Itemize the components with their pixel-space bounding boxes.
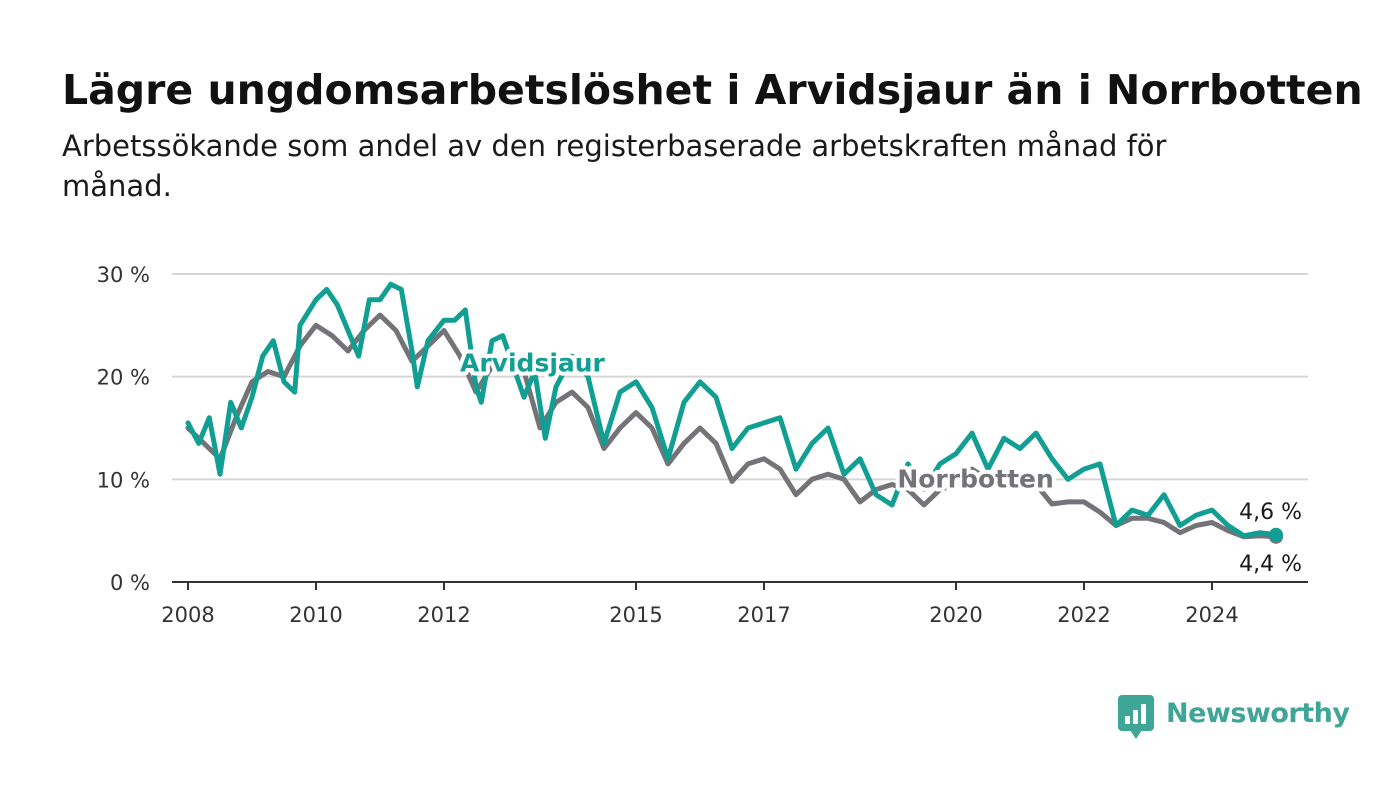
newsworthy-logo: Newsworthy	[1118, 690, 1350, 739]
grid-lines	[172, 273, 1308, 481]
x-tick-label: 2008	[161, 603, 214, 627]
x-tick-label: 2024	[1185, 603, 1238, 627]
x-tick-label: 2010	[289, 603, 342, 627]
y-tick-label: 0 %	[110, 571, 150, 595]
line-chart: 0 % 10 % 20 % 30 % 2008 2010 2012 2015 2017 2020 2…	[97, 263, 1308, 627]
series-label-halo: Arvidsjaur	[460, 349, 606, 378]
y-tick-label: 10 %	[97, 468, 150, 492]
series-line-arvidsjaur	[185, 281, 1279, 539]
series-lines	[185, 281, 1283, 544]
x-tick-label: 2017	[737, 603, 790, 627]
series-end-point-arvidsjaur	[1269, 527, 1283, 542]
series-labels: NorrbottenNorrbottenArvidsjaurArvidsjaur…	[456, 345, 1302, 577]
series-label-halo: Norrbotten	[897, 465, 1053, 494]
series-label-arvidsjaur: Arvidsjaur	[460, 349, 606, 378]
chart-title: Lägre ungdomsarbetslöshet i Arvidsjaur ä…	[62, 66, 1363, 114]
x-tick-label: 2022	[1057, 603, 1110, 627]
axes: 0 % 10 % 20 % 30 % 2008 2010 2012 2015 2017 2020 2…	[97, 263, 1308, 627]
x-tick-label: 2012	[417, 603, 470, 627]
chart-subtitle: Arbetssökande som andel av den registerb…	[62, 129, 1167, 203]
end-label-norrbotten: 4,4 %	[1239, 552, 1302, 577]
y-tick-label: 20 %	[97, 366, 150, 390]
end-label-arvidsjaur: 4,6 %	[1239, 500, 1302, 525]
x-tick-label: 2015	[609, 603, 662, 627]
y-tick-label: 30 %	[97, 263, 150, 287]
series-label-norrbotten: Norrbotten	[897, 465, 1053, 494]
bar-chart-icon	[1118, 695, 1154, 739]
x-tick-label: 2020	[929, 603, 982, 627]
series-line-norrbotten	[185, 312, 1279, 540]
brand-name: Newsworthy	[1166, 697, 1350, 729]
